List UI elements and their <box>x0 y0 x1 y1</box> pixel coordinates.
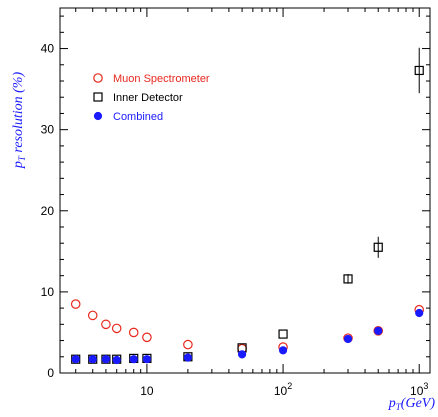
combined-point <box>129 355 138 364</box>
plot-frame <box>59 7 431 374</box>
y-tick-label: 30 <box>41 123 55 137</box>
x-tick-label: 102 <box>274 381 292 398</box>
muon-spectrometer-point <box>70 299 81 309</box>
combined-point <box>183 353 192 362</box>
axis-ticks <box>60 8 430 374</box>
muon-spectrometer-point <box>373 326 384 336</box>
combined-point <box>142 355 152 364</box>
legend-marker <box>93 92 103 102</box>
inner-detector-point <box>414 65 424 76</box>
legend-label: Combined <box>113 111 163 123</box>
combined-point <box>88 355 97 364</box>
y-tick-label: 40 <box>41 42 55 56</box>
combined-point <box>101 355 111 364</box>
y-axis-title: pT resolution (%) <box>11 72 27 170</box>
y-axis-title-rest: resolution (%) <box>11 72 26 157</box>
x-tick-label-base: 10 <box>410 384 424 398</box>
combined-point <box>71 355 80 364</box>
muon-spectrometer-point <box>101 319 111 330</box>
combined-point <box>112 355 121 365</box>
y-tick-label: 20 <box>41 204 55 218</box>
y-axis-title-main: p <box>11 161 26 169</box>
x-tick-label-exponent: 3 <box>423 381 428 391</box>
muon-spectrometer-point <box>111 323 122 334</box>
muon-spectrometer-point <box>128 327 139 338</box>
combined-point <box>237 350 247 359</box>
x-tick-label: 10 <box>140 384 154 398</box>
legend-label: Inner Detector <box>113 92 183 104</box>
y-axis-title-sub: T <box>17 155 27 161</box>
x-axis-title-sub: T <box>396 402 402 412</box>
inner-detector-point <box>343 274 353 284</box>
muon-spectrometer-point <box>183 339 193 350</box>
x-tick-label-exponent: 2 <box>287 381 292 391</box>
legend-marker <box>93 111 103 121</box>
series-2 <box>71 308 424 365</box>
legend: Muon Spectrometer Inner Detector Combined <box>93 73 210 123</box>
combined-point <box>343 334 353 344</box>
combined-point <box>278 346 288 355</box>
x-tick-labels: 10 102 103 <box>140 381 428 398</box>
legend-label: Muon Spectrometer <box>113 73 210 85</box>
legend-marker <box>93 73 103 83</box>
y-tick-label: 0 <box>47 366 54 380</box>
y-tick-labels: 0 10 20 30 40 <box>41 42 55 380</box>
x-axis-title-main: p <box>388 396 396 411</box>
inner-detector-point <box>373 242 383 252</box>
inner-detector-point <box>278 329 288 339</box>
data-series <box>70 47 425 365</box>
x-axis-title: pT(GeV) <box>388 396 436 412</box>
muon-spectrometer-point <box>142 332 152 343</box>
x-tick-label-base: 10 <box>274 384 288 398</box>
muon-spectrometer-point <box>87 310 98 321</box>
x-axis-title-rest: (GeV) <box>401 396 436 411</box>
combined-point <box>374 326 383 335</box>
x-tick-label-base: 10 <box>140 384 154 398</box>
x-tick-label: 103 <box>410 381 428 398</box>
y-tick-label: 10 <box>41 285 55 299</box>
series-0 <box>70 299 425 354</box>
combined-point <box>415 308 424 318</box>
